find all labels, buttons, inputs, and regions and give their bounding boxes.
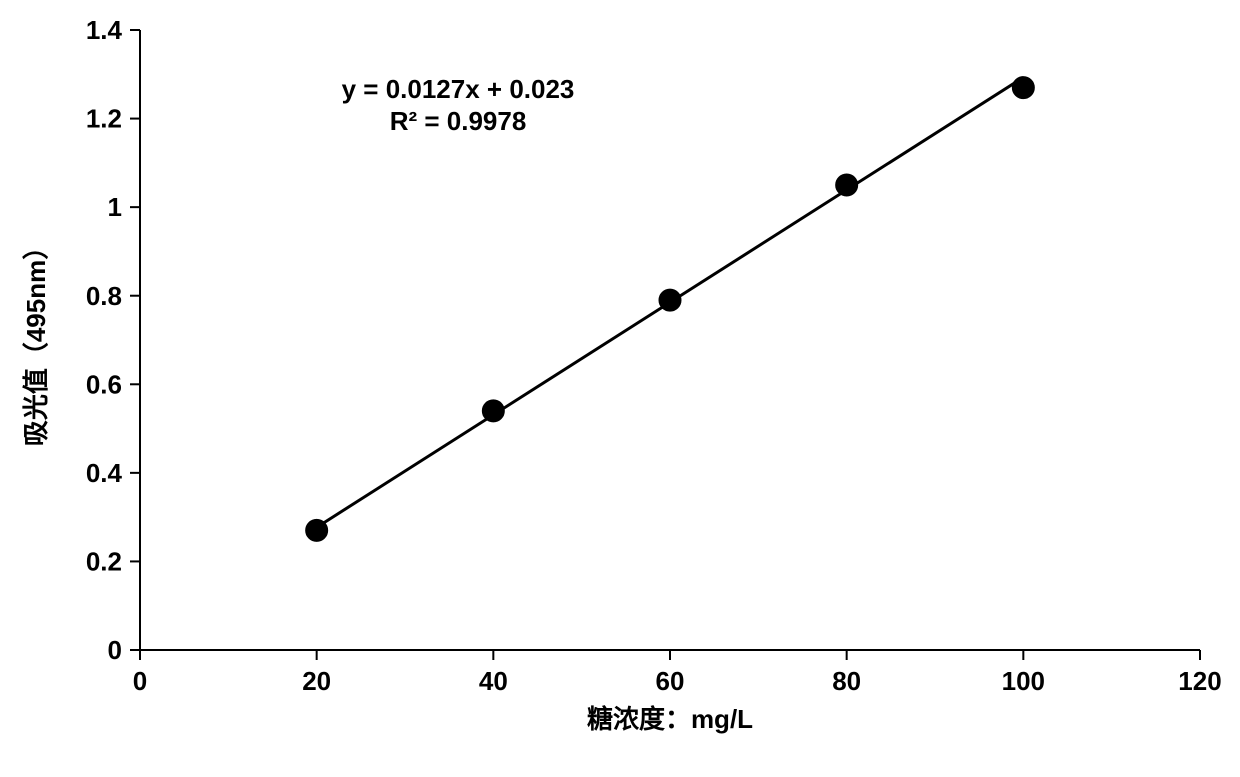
x-tick-label: 100	[1002, 666, 1045, 696]
x-tick-label: 60	[656, 666, 685, 696]
equation-line1: y = 0.0127x + 0.023	[342, 74, 575, 104]
equation-line2: R² = 0.9978	[390, 106, 527, 136]
chart-bg	[0, 0, 1240, 777]
x-tick-label: 40	[479, 666, 508, 696]
x-tick-label: 20	[302, 666, 331, 696]
y-tick-label: 0.6	[86, 369, 122, 399]
data-point	[1012, 77, 1034, 99]
y-tick-label: 1.2	[86, 104, 122, 134]
y-tick-label: 0.4	[86, 458, 123, 488]
y-tick-label: 0.8	[86, 281, 122, 311]
data-point	[306, 519, 328, 541]
x-axis-label: 糖浓度：mg/L	[587, 704, 753, 734]
scatter-chart: 0 20 40 60 80 100 120 0 0.2 0.4 0.6 0.8 1 1.2 1.4 糖浓度：m…	[0, 0, 1240, 777]
y-axis-label: 吸光值（495nm）	[21, 234, 51, 446]
x-tick-label: 120	[1178, 666, 1221, 696]
chart-container: 0 20 40 60 80 100 120 0 0.2 0.4 0.6 0.8 1 1.2 1.4 糖浓度：m…	[0, 0, 1240, 777]
y-tick-label: 0.2	[86, 547, 122, 577]
y-tick-label: 1	[108, 192, 122, 222]
x-tick-label: 0	[133, 666, 147, 696]
data-point	[659, 289, 681, 311]
y-tick-label: 0	[108, 635, 122, 665]
y-tick-label: 1.4	[86, 15, 123, 45]
data-point	[482, 400, 504, 422]
x-tick-label: 80	[832, 666, 861, 696]
data-point	[836, 174, 858, 196]
